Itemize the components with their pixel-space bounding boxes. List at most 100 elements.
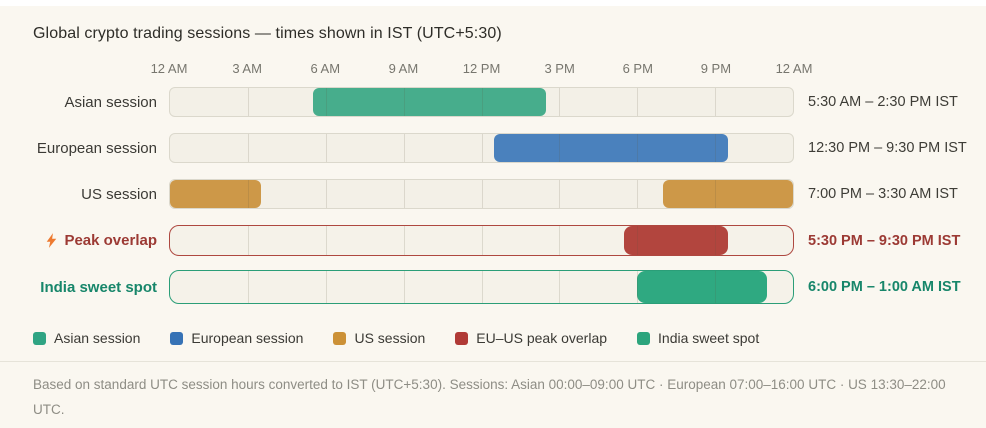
row-label-asian: Asian session <box>33 94 157 111</box>
session-row-peak-overlap: Peak overlap 5:30 PM – 9:30 PM IST <box>33 225 960 256</box>
grid-line <box>325 271 327 303</box>
grid-line <box>247 180 249 208</box>
legend-item: Asian session <box>33 330 140 346</box>
grid-line <box>247 226 249 255</box>
row-label-text: Peak overlap <box>64 232 157 249</box>
row-label-text: European session <box>36 139 157 157</box>
row-label-text: Asian session <box>64 93 157 111</box>
row-label-us: US session <box>33 186 157 203</box>
axis-tick: 12 PM <box>462 61 501 76</box>
session-track-peak-overlap <box>169 225 794 256</box>
grid-line <box>715 88 717 116</box>
session-row-us: US session 7:00 PM – 3:30 AM IST <box>33 179 958 209</box>
session-track-asian <box>169 87 794 117</box>
grid-line <box>559 271 561 303</box>
axis-tick: 3 AM <box>232 61 262 76</box>
grid-line <box>715 180 717 208</box>
legend-label: European session <box>191 330 304 346</box>
grid-line <box>637 226 639 255</box>
grid-line <box>715 134 717 162</box>
legend: Asian session European session US session E… <box>33 330 953 346</box>
grid-line <box>403 271 405 303</box>
session-track-european <box>169 133 794 163</box>
session-bar-asian <box>312 88 547 116</box>
legend-swatch <box>333 331 347 345</box>
grid-line <box>247 134 249 162</box>
legend-label: US session <box>354 330 426 346</box>
grid-line <box>325 180 327 208</box>
session-track-us <box>169 179 794 209</box>
row-label-india-sweet-spot: India sweet spot <box>33 279 157 296</box>
row-label-text: US session <box>81 185 157 203</box>
axis-tick: 9 PM <box>700 61 732 76</box>
grid-line <box>403 134 405 162</box>
legend-item: EU–US peak overlap <box>455 330 607 346</box>
grid-line <box>715 271 717 303</box>
grid-line <box>637 134 639 162</box>
session-bar-india-sweet-spot <box>637 271 768 303</box>
grid-line <box>247 88 249 116</box>
grid-line <box>481 88 483 116</box>
grid-line <box>403 180 405 208</box>
grid-line <box>637 271 639 303</box>
session-bar-us <box>663 180 793 208</box>
session-row-asian: Asian session 5:30 AM – 2:30 PM IST <box>33 87 958 117</box>
grid-line <box>403 226 405 255</box>
axis-tick: 9 AM <box>388 61 419 76</box>
session-bar-european <box>494 134 729 162</box>
legend-label: EU–US peak overlap <box>476 330 608 346</box>
grid-line <box>403 88 405 116</box>
legend-swatch <box>637 331 651 345</box>
axis-tick: 12 AM <box>775 61 813 76</box>
time-range-us: 7:00 PM – 3:30 AM IST <box>808 186 958 202</box>
axis-tick: 6 AM <box>310 61 341 76</box>
time-range-asian: 5:30 AM – 2:30 PM IST <box>808 94 958 110</box>
grid-line <box>481 271 483 303</box>
legend-item: India sweet spot <box>637 330 759 346</box>
grid-line <box>637 180 639 208</box>
time-range-european: 12:30 PM – 9:30 PM IST <box>808 140 967 156</box>
top-strip <box>0 0 986 6</box>
grid-line <box>715 226 717 255</box>
legend-item: European session <box>170 330 303 346</box>
grid-line <box>559 88 561 116</box>
grid-line <box>481 226 483 255</box>
footer-note: Based on standard UTC session hours conv… <box>33 377 946 417</box>
session-row-india-sweet-spot: India sweet spot 6:00 PM – 1:00 AM IST <box>33 270 961 304</box>
time-axis: 12 AM 3 AM 6 AM 9 AM 12 PM 3 PM 6 PM 9 PM 12 AM <box>33 61 953 78</box>
legend-swatch <box>170 331 184 345</box>
legend-label: Asian session <box>54 330 141 346</box>
time-range-peak-overlap: 5:30 PM – 9:30 PM IST <box>808 232 961 249</box>
session-bar-peak-overlap <box>624 226 729 255</box>
legend-swatch <box>455 331 469 345</box>
grid-line <box>481 180 483 208</box>
row-label-european: European session <box>33 140 157 157</box>
session-track-india-sweet-spot <box>169 270 794 304</box>
axis-tick: 12 AM <box>150 61 188 76</box>
session-row-european: European session 12:30 PM – 9:30 PM IST <box>33 133 967 163</box>
grid-line <box>559 226 561 255</box>
grid-line <box>247 271 249 303</box>
time-range-india-sweet-spot: 6:00 PM – 1:00 AM IST <box>808 279 961 295</box>
lightning-icon <box>47 233 57 248</box>
grid-line <box>325 88 327 116</box>
grid-line <box>559 180 561 208</box>
grid-line <box>481 134 483 162</box>
legend-label: India sweet spot <box>658 330 760 346</box>
axis-tick: 3 PM <box>544 61 575 76</box>
trading-sessions-chart: Global crypto trading sessions — times s… <box>0 6 986 423</box>
grid-line <box>559 134 561 162</box>
axis-ticks: 12 AM 3 AM 6 AM 9 AM 12 PM 3 PM 6 PM 9 PM 12 AM <box>151 61 813 78</box>
session-rows: Asian session 5:30 AM – 2:30 PM IST Europe… <box>33 87 967 304</box>
footer-divider <box>0 361 986 362</box>
session-bar-us <box>170 180 261 208</box>
row-label-peak-overlap: Peak overlap <box>33 232 157 249</box>
legend-item: US session <box>333 330 425 346</box>
page-title: Global crypto trading sessions — times s… <box>33 25 502 42</box>
row-label-text: India sweet spot <box>40 278 157 296</box>
axis-tick: 6 PM <box>622 61 653 76</box>
grid-line <box>325 134 327 162</box>
grid-line <box>325 226 327 255</box>
grid-line <box>637 88 639 116</box>
legend-swatch <box>33 331 46 345</box>
